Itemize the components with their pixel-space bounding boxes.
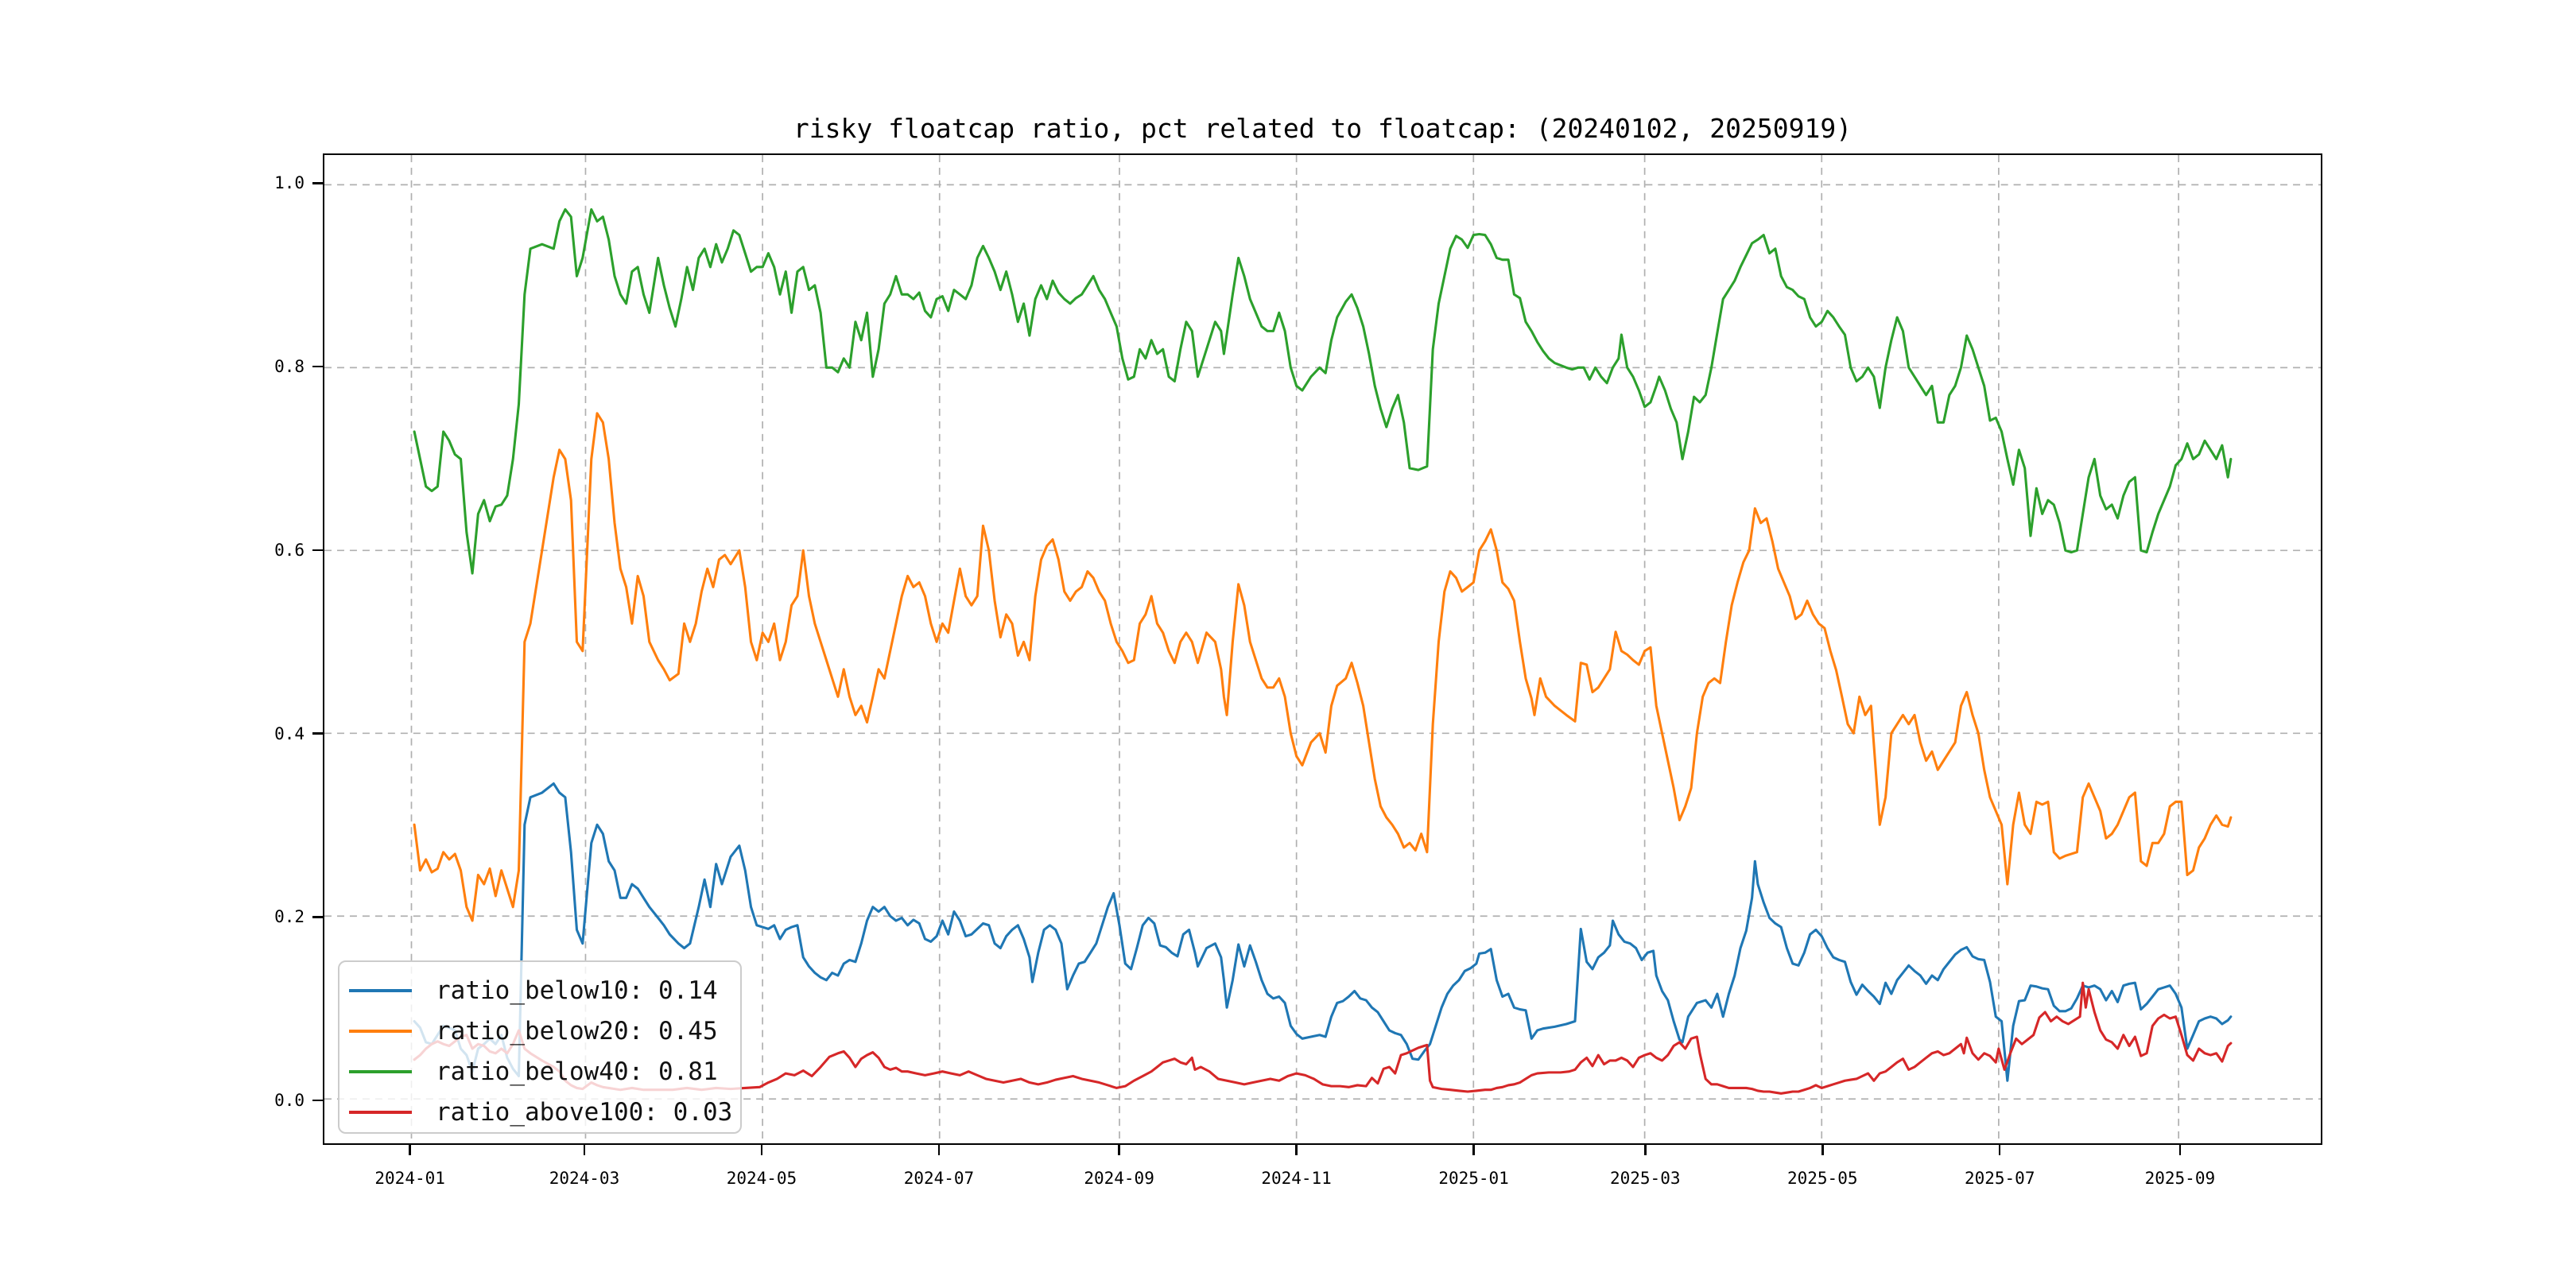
series-line-ratio_below20 <box>413 412 2233 922</box>
x-tick-mark <box>2178 1145 2182 1155</box>
series-line-ratio_below40 <box>413 208 2233 575</box>
legend-entry-ratio_above100: ratio_above100: 0.03 <box>349 1092 740 1132</box>
x-tick-label: 2024-11 <box>1261 1169 1332 1188</box>
legend-line-swatch <box>349 1110 412 1114</box>
legend-entry-ratio_below10: ratio_below10: 0.14 <box>349 970 740 1011</box>
x-tick-mark <box>409 1145 411 1155</box>
y-tick-mark <box>312 549 323 552</box>
series-line-ratio_above100 <box>413 981 2233 1095</box>
x-tick-mark <box>1295 1145 1298 1155</box>
legend-line-swatch <box>349 988 412 992</box>
x-tick-label: 2025-01 <box>1438 1169 1509 1188</box>
y-tick-mark <box>312 732 323 735</box>
x-tick-mark <box>583 1145 586 1155</box>
legend-entry-ratio_below20: ratio_below20: 0.45 <box>349 1011 740 1051</box>
legend-line-swatch <box>349 1029 412 1033</box>
x-tick-mark <box>760 1145 763 1155</box>
x-tick-mark <box>1472 1145 1475 1155</box>
x-tick-mark <box>1118 1145 1120 1155</box>
x-tick-mark <box>1998 1145 2001 1155</box>
legend-label: ratio_below40: 0.81 <box>436 1057 718 1086</box>
x-tick-mark <box>937 1145 941 1155</box>
y-tick-mark <box>312 1099 323 1102</box>
x-tick-label: 2024-05 <box>726 1169 797 1188</box>
x-tick-label: 2025-03 <box>1609 1169 1681 1188</box>
x-tick-label: 2025-07 <box>1964 1169 2035 1188</box>
x-tick-label: 2024-09 <box>1084 1169 1154 1188</box>
y-tick-mark <box>312 182 323 184</box>
y-tick-label: 0.8 <box>274 357 305 377</box>
y-tick-mark <box>312 916 323 918</box>
x-tick-label: 2025-05 <box>1787 1169 1858 1188</box>
x-tick-mark <box>1644 1145 1647 1155</box>
chart-title: risky floatcap ratio, pct related to flo… <box>793 113 1852 144</box>
legend-line-swatch <box>349 1069 412 1073</box>
legend-label: ratio_below10: 0.14 <box>436 976 718 1005</box>
y-tick-label: 0.6 <box>274 540 305 560</box>
x-tick-label: 2024-03 <box>549 1169 620 1188</box>
legend-label: ratio_below20: 0.45 <box>436 1016 718 1046</box>
x-tick-label: 2024-01 <box>374 1169 445 1188</box>
x-tick-mark <box>1821 1145 1824 1155</box>
legend-entry-ratio_below40: ratio_below40: 0.81 <box>349 1051 740 1092</box>
x-tick-label: 2025-09 <box>2144 1169 2216 1188</box>
legend-label: ratio_above100: 0.03 <box>436 1097 733 1127</box>
y-tick-label: 0.0 <box>274 1091 305 1111</box>
y-tick-label: 1.0 <box>274 173 305 193</box>
y-tick-label: 0.2 <box>274 907 305 927</box>
x-tick-label: 2024-07 <box>903 1169 975 1188</box>
legend: ratio_below10: 0.14 ratio_below20: 0.45 ra… <box>338 960 742 1134</box>
series-line-ratio_below10 <box>413 782 2233 1082</box>
y-tick-label: 0.4 <box>274 724 305 743</box>
y-tick-mark <box>312 365 323 368</box>
